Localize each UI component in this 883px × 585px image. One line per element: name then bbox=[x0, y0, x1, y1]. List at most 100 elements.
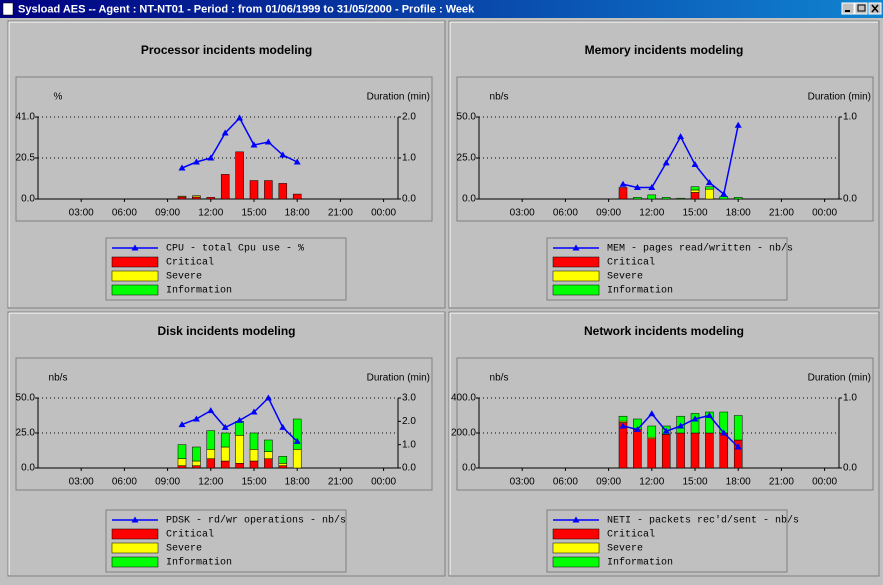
line-marker bbox=[250, 141, 258, 148]
bar-segment bbox=[733, 197, 743, 200]
bar-segment bbox=[647, 425, 657, 438]
chart-panel: Processor incidents modeling% Duration (m… bbox=[7, 20, 446, 309]
x-tick-label: 06:00 bbox=[112, 477, 137, 488]
line-marker bbox=[178, 164, 186, 171]
x-tick-label: 03:00 bbox=[510, 477, 535, 488]
chart-title: Memory incidents modeling bbox=[585, 43, 744, 57]
bar-segment bbox=[206, 449, 216, 459]
y-tick-label: 400.0 bbox=[451, 393, 476, 404]
x-tick-label: 00:00 bbox=[812, 208, 837, 219]
chart-panel: Memory incidents modeling nb/s Duration (m… bbox=[448, 20, 880, 309]
x-tick-label: 18:00 bbox=[285, 477, 310, 488]
maximize-button[interactable] bbox=[854, 2, 868, 15]
legend-label: Information bbox=[166, 285, 232, 297]
x-tick-label: 15:00 bbox=[241, 208, 266, 219]
bar-segment bbox=[690, 192, 700, 200]
bar-segment bbox=[235, 463, 244, 469]
line-marker bbox=[633, 184, 641, 191]
y-tick-label: 20.5 bbox=[16, 153, 36, 164]
bar-segment bbox=[733, 415, 743, 441]
legend-swatch bbox=[552, 256, 600, 268]
bar-segment bbox=[220, 432, 230, 448]
bar-segment bbox=[278, 183, 288, 200]
legend-label: NETI - packets rec'd/sent - nb/s bbox=[607, 515, 799, 527]
legend-label: Information bbox=[607, 557, 673, 569]
x-tick-label: 00:00 bbox=[371, 208, 396, 219]
x-tick-label: 03:00 bbox=[510, 208, 535, 219]
bar-segment bbox=[249, 432, 259, 450]
y2-tick-label: 0.0 bbox=[402, 463, 416, 474]
bar-segment bbox=[661, 434, 671, 469]
legend-label: Severe bbox=[166, 544, 202, 555]
y2-tick-label: 1.0 bbox=[402, 153, 416, 164]
bar-segment bbox=[690, 432, 700, 469]
y-axis-label: nb/s bbox=[490, 92, 509, 103]
window-title: Sysload AES -- Agent : NT-NT01 - Period … bbox=[18, 3, 475, 15]
x-tick-label: 15:00 bbox=[682, 208, 707, 219]
bar-segment bbox=[264, 458, 273, 469]
y-axis-label: % bbox=[54, 92, 63, 103]
legend-marker bbox=[131, 244, 139, 251]
line-marker bbox=[207, 154, 215, 161]
legend-label: Severe bbox=[607, 272, 643, 283]
line-marker bbox=[221, 423, 229, 430]
bar-segment bbox=[192, 465, 201, 469]
minimize-button[interactable] bbox=[841, 2, 855, 15]
bar-segment bbox=[264, 451, 273, 459]
line-marker bbox=[250, 408, 258, 415]
bar-segment bbox=[235, 421, 244, 436]
bar-segment bbox=[647, 194, 657, 200]
bar-segment bbox=[206, 458, 216, 469]
x-tick-label: 15:00 bbox=[682, 477, 707, 488]
bar-segment bbox=[177, 444, 187, 459]
bar-segment bbox=[719, 432, 729, 469]
legend-swatch bbox=[552, 270, 600, 282]
bar-segment bbox=[618, 187, 628, 200]
title-bar bbox=[0, 0, 883, 18]
line-marker bbox=[705, 179, 713, 186]
x-tick-label: 09:00 bbox=[155, 477, 180, 488]
y2-tick-label: 2.0 bbox=[402, 416, 416, 427]
x-tick-label: 03:00 bbox=[69, 477, 94, 488]
y2-tick-label: 0.0 bbox=[843, 463, 857, 474]
line-marker bbox=[207, 407, 215, 414]
legend-swatch bbox=[111, 542, 159, 554]
y2-tick-label: 2.0 bbox=[402, 112, 416, 123]
legend-swatch bbox=[111, 556, 159, 568]
x-tick-label: 21:00 bbox=[328, 208, 353, 219]
bar-segment bbox=[705, 188, 714, 200]
y-tick-label: 0.0 bbox=[21, 463, 35, 474]
bar-segment bbox=[278, 456, 288, 464]
line-marker bbox=[192, 415, 200, 422]
bar-segment bbox=[177, 195, 187, 198]
window-buttons[interactable] bbox=[841, 2, 882, 15]
line-marker bbox=[192, 158, 200, 165]
line-marker bbox=[648, 410, 656, 417]
y-axis-label: nb/s bbox=[49, 373, 68, 384]
bar-segment bbox=[177, 196, 187, 200]
app-icon bbox=[2, 2, 14, 16]
chart-frame bbox=[456, 76, 874, 222]
bar-segment bbox=[278, 463, 288, 466]
legend-swatch bbox=[552, 528, 600, 540]
bar-segment bbox=[249, 180, 259, 200]
bar-segment bbox=[249, 449, 259, 462]
legend-label: Critical bbox=[166, 257, 214, 269]
legend-swatch bbox=[111, 284, 159, 296]
bar-segment bbox=[264, 439, 273, 452]
bar-segment bbox=[220, 460, 230, 469]
legend-marker bbox=[572, 516, 580, 523]
bar-segment bbox=[705, 432, 714, 469]
x-tick-label: 12:00 bbox=[639, 208, 664, 219]
x-tick-label: 09:00 bbox=[596, 208, 621, 219]
legend-label: PDSK - rd/wr operations - nb/s bbox=[166, 515, 346, 527]
line-marker bbox=[734, 443, 742, 450]
legend-swatch bbox=[552, 284, 600, 296]
y-tick-label: 25.0 bbox=[457, 153, 477, 164]
bar-segment bbox=[192, 195, 201, 198]
legend-label: Critical bbox=[166, 529, 214, 541]
line-marker bbox=[662, 427, 670, 434]
x-tick-label: 12:00 bbox=[198, 477, 223, 488]
bar-segment bbox=[705, 411, 714, 434]
